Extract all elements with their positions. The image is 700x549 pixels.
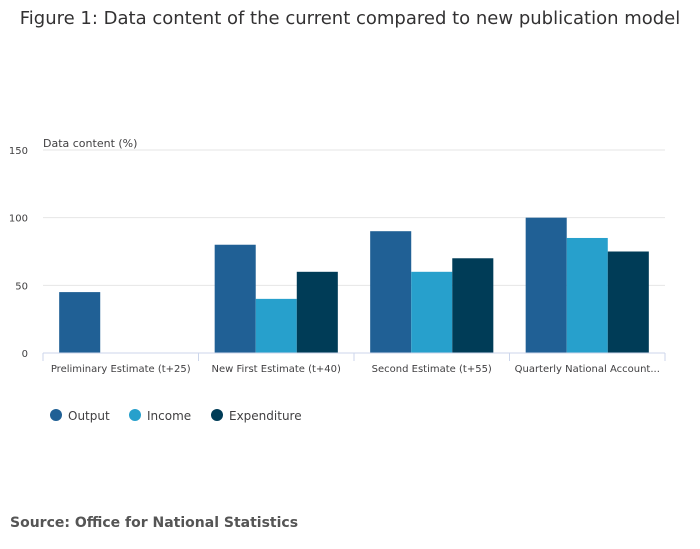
bar-output-3 bbox=[370, 231, 412, 353]
bar-income-2 bbox=[255, 298, 297, 353]
x-axis bbox=[42, 352, 666, 361]
bar-expenditure-4 bbox=[607, 251, 649, 353]
bar-expenditure-2 bbox=[296, 271, 338, 353]
chart-title: Figure 1: Data content of the current co… bbox=[20, 8, 681, 29]
bar-expenditure-3 bbox=[452, 258, 494, 353]
y-tick-label: 100 bbox=[9, 214, 28, 225]
legend: Output Income Expenditure bbox=[50, 409, 302, 423]
bar-income-4 bbox=[566, 237, 608, 353]
x-tick-labels: Preliminary Estimate (t+25) New First Est… bbox=[51, 364, 660, 375]
legend-marker-income bbox=[129, 409, 141, 421]
x-tick-label: Preliminary Estimate (t+25) bbox=[51, 364, 191, 375]
bars bbox=[59, 217, 649, 353]
bar-output-2 bbox=[214, 244, 256, 353]
x-tick-label: New First Estimate (t+40) bbox=[212, 364, 341, 375]
y-tick-label: 150 bbox=[9, 146, 28, 157]
x-tick-label: Second Estimate (t+55) bbox=[372, 364, 492, 375]
bar-output-1 bbox=[59, 292, 101, 353]
legend-label-output: Output bbox=[68, 409, 110, 423]
y-tick-label: 0 bbox=[22, 349, 28, 360]
y-axis-label: Data content (%) bbox=[43, 137, 137, 150]
legend-label-income: Income bbox=[147, 409, 191, 423]
x-tick-label: Quarterly National Account... bbox=[515, 364, 660, 375]
bar-output-4 bbox=[525, 217, 567, 353]
y-tick-label: 50 bbox=[15, 281, 28, 292]
legend-label-expenditure: Expenditure bbox=[229, 409, 302, 423]
bar-income-3 bbox=[411, 271, 453, 353]
legend-marker-expenditure bbox=[211, 409, 223, 421]
legend-marker-output bbox=[50, 409, 62, 421]
y-tick-labels: 0 50 100 150 bbox=[9, 146, 28, 360]
source-note: Source: Office for National Statistics bbox=[10, 515, 298, 531]
